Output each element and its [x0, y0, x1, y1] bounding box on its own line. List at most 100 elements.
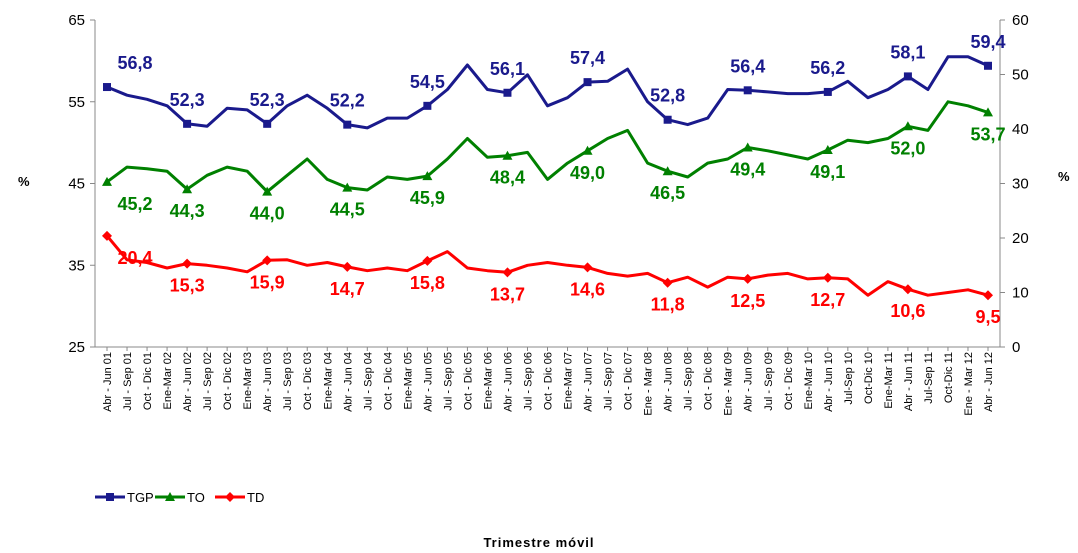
series-marker	[102, 176, 112, 186]
y-tick-label: 25	[68, 339, 85, 356]
series-line	[106, 100, 989, 194]
x-tick-label: Ene - Mar 08	[643, 352, 655, 416]
series-marker	[182, 184, 193, 194]
series-marker	[342, 182, 353, 192]
series-marker	[343, 120, 352, 129]
x-tick-label: Abr - Jun 02	[182, 352, 194, 412]
series-marker	[984, 61, 992, 70]
data-label: 44,0	[250, 204, 285, 224]
x-tick-label: Ene-Mar 07	[563, 352, 575, 409]
x-tick-label: Jul - Sep 02	[202, 352, 214, 411]
x-tick-label: Ene-Mar 03	[242, 352, 254, 409]
data-label: 52,0	[890, 138, 925, 158]
data-label: 13,7	[490, 284, 525, 304]
series-marker	[423, 101, 432, 110]
data-label: 46,5	[650, 183, 685, 203]
data-label: 49,0	[570, 163, 605, 183]
data-label: 44,3	[170, 201, 205, 221]
series-marker	[582, 145, 593, 155]
series-marker	[822, 144, 833, 154]
series-marker	[103, 83, 111, 92]
legend-marker	[106, 493, 114, 501]
y2-tick-label: 10	[1012, 285, 1029, 302]
x-tick-label: Ene-Mar 02	[162, 352, 174, 409]
data-label: 56,8	[117, 53, 152, 73]
legend-label: TGP	[127, 490, 154, 505]
x-tick-label: Ene - Mar 12	[963, 352, 975, 416]
data-label: 54,5	[410, 72, 445, 92]
data-label: 20,4	[117, 248, 152, 268]
data-label: 56,1	[490, 59, 525, 79]
x-tick-label: Abr - Jun 11	[903, 352, 915, 411]
x-tick-label: Jul-Sep 11	[923, 352, 935, 404]
series-marker	[662, 277, 673, 288]
series-marker	[902, 284, 913, 295]
x-tick-label: Ene-Mar 11	[883, 352, 895, 409]
data-label: 53,7	[970, 124, 1005, 144]
x-tick-label: Oct - Dic 01	[142, 352, 154, 410]
data-label: 52,2	[330, 91, 365, 111]
x-tick-label: Jul - Sep 07	[603, 352, 615, 411]
legend-label: TD	[247, 490, 264, 505]
x-tick-label: Abr - Jun 01	[102, 352, 114, 412]
series-marker	[183, 119, 192, 128]
y2-axis-label: %	[1058, 169, 1070, 184]
data-label: 56,2	[810, 58, 845, 78]
series-marker	[822, 272, 833, 283]
x-tick-label: Abr - Jun 12	[983, 352, 995, 412]
data-label: 56,4	[730, 56, 765, 76]
x-tick-label: Jul-Sep 10	[843, 352, 855, 405]
y2-tick-label: 0	[1012, 339, 1020, 356]
data-label: 58,1	[890, 42, 925, 62]
series-marker	[502, 267, 513, 278]
data-label: 15,3	[170, 276, 205, 296]
x-tick-label: Abr - Jun 05	[422, 352, 434, 412]
x-tick-label: Abr - Jun 03	[262, 352, 274, 412]
data-label: 9,5	[975, 307, 1000, 327]
x-tick-label: Oct - Dic 08	[703, 352, 715, 410]
data-label: 15,9	[250, 272, 285, 292]
series-marker	[983, 107, 993, 117]
data-label: 15,8	[410, 273, 445, 293]
x-tick-label: Oct - Dic 02	[222, 352, 234, 410]
y-tick-label: 35	[68, 257, 85, 274]
series-marker	[262, 186, 273, 196]
y-tick-label: 55	[68, 94, 85, 111]
x-tick-label: Abr - Jun 07	[583, 352, 595, 412]
legend-marker	[165, 492, 175, 501]
data-label: 12,7	[810, 290, 845, 310]
x-tick-label: Jul - Sep 08	[683, 352, 695, 411]
series-marker	[503, 88, 512, 97]
data-label: 49,4	[730, 160, 765, 180]
series-marker	[823, 87, 832, 96]
data-label: 14,7	[330, 279, 365, 299]
y2-tick-label: 50	[1012, 67, 1029, 84]
data-label: 14,6	[570, 279, 605, 299]
data-label: 45,2	[117, 194, 152, 214]
x-tick-label: Ene-Mar 05	[402, 352, 414, 409]
y2-tick-label: 20	[1012, 230, 1029, 247]
series-marker	[743, 86, 752, 95]
x-tick-label: Ene-Mar 06	[482, 352, 494, 409]
series-marker	[422, 255, 433, 266]
x-tick-label: Jul - Sep 01	[122, 352, 134, 411]
x-tick-label: Oct - Dic 06	[543, 352, 555, 410]
series-marker	[502, 150, 513, 160]
series-line	[106, 55, 989, 130]
x-tick-label: Abr - Jun 08	[663, 352, 675, 412]
data-label: 59,4	[970, 32, 1005, 52]
x-tick-label: Oct - Dic 09	[783, 352, 795, 410]
data-label: 57,4	[570, 48, 605, 68]
legend-label: TO	[187, 490, 205, 505]
x-tick-label: Oct - Dic 04	[382, 352, 394, 410]
x-tick-label: Oct - Dic 03	[302, 352, 314, 410]
x-tick-label: Jul - Sep 06	[522, 352, 534, 411]
y2-tick-label: 40	[1012, 121, 1029, 138]
series-marker	[102, 230, 112, 241]
series-marker	[262, 255, 273, 266]
x-tick-label: Ene-Mar 10	[803, 352, 815, 409]
data-label: 10,6	[890, 301, 925, 321]
x-tick-label: Oct-Dic 11	[943, 352, 955, 403]
data-label: 45,9	[410, 188, 445, 208]
